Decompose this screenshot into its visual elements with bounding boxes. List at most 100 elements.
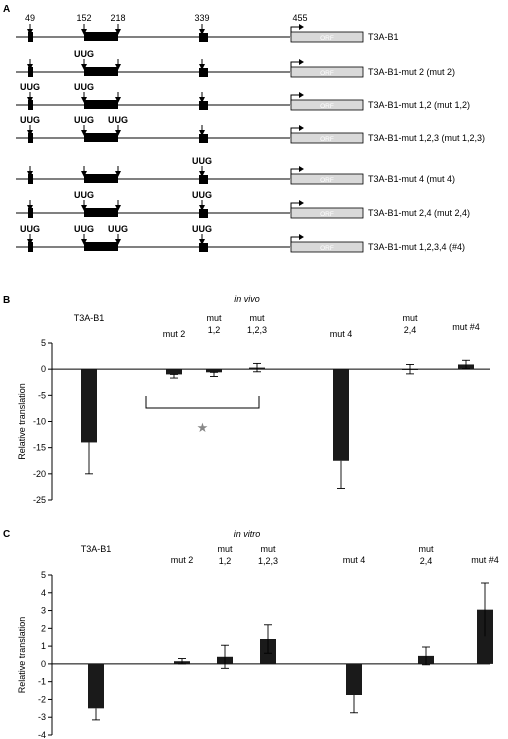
site-arrowhead bbox=[199, 239, 205, 245]
site-arrowhead bbox=[199, 97, 205, 103]
orf-label: ORF bbox=[320, 136, 334, 143]
site-arrowhead bbox=[199, 29, 205, 35]
site-arrowhead bbox=[115, 171, 121, 177]
site-arrowhead bbox=[199, 205, 205, 211]
exon-2 bbox=[84, 133, 118, 142]
chart-title: in vivo bbox=[234, 294, 260, 304]
mutation-label-uug: UUG bbox=[74, 115, 94, 125]
tss-arrowhead bbox=[299, 200, 304, 206]
tss-arrowhead bbox=[299, 92, 304, 98]
site-arrowhead bbox=[81, 64, 87, 70]
construct-row: UUG ORF T3A-B1-mut 2 (mut 2) bbox=[16, 49, 455, 78]
exon-2 bbox=[84, 208, 118, 217]
y-tick-label: 3 bbox=[41, 606, 46, 616]
exon-1 bbox=[28, 67, 33, 77]
tss-arrowhead bbox=[299, 59, 304, 65]
orf-label: ORF bbox=[320, 103, 334, 110]
exon-3 bbox=[199, 101, 208, 110]
construct-row: UUG UUG UUG ORF T3A-B1-mut 1,2,3 (mut 1,2,3) bbox=[16, 115, 485, 144]
mutation-label-uug: UUG bbox=[20, 224, 40, 234]
bar bbox=[477, 609, 493, 664]
exon-1 bbox=[28, 242, 33, 252]
construct-name: T3A-B1-mut 1,2 (mut 1,2) bbox=[368, 100, 470, 110]
exon-2 bbox=[84, 100, 118, 109]
mutation-label-uug: UUG bbox=[74, 190, 94, 200]
tss-arrowhead bbox=[299, 234, 304, 240]
mutation-label-uug: UUG bbox=[74, 82, 94, 92]
construct-row: UUG UUG ORF T3A-B1-mut 2,4 (mut 2,4) bbox=[16, 190, 470, 219]
mutation-label-uug: UUG bbox=[192, 156, 212, 166]
site-arrowhead bbox=[115, 97, 121, 103]
orf-label: ORF bbox=[320, 70, 334, 77]
category-label: 1,2,3 bbox=[258, 556, 278, 566]
mutation-label-uug: UUG bbox=[192, 224, 212, 234]
y-tick-label: -15 bbox=[33, 443, 46, 453]
exon-1 bbox=[28, 174, 33, 184]
site-arrowhead bbox=[81, 205, 87, 211]
tss-arrowhead bbox=[299, 24, 304, 30]
site-arrowhead bbox=[27, 29, 33, 35]
tss-arrowhead bbox=[299, 125, 304, 131]
construct-name: T3A-B1-mut 2 (mut 2) bbox=[368, 67, 455, 77]
construct-map-panel: A 49 152 218 339 455 ORF T3A-B1 UUG ORF T3A-B1-mut… bbox=[3, 4, 485, 253]
site-arrowhead bbox=[115, 239, 121, 245]
orf-box bbox=[290, 241, 364, 253]
site-arrowhead bbox=[199, 130, 205, 136]
exon-3 bbox=[199, 68, 208, 77]
y-axis-label: Relative translation bbox=[17, 617, 27, 694]
site-arrowhead bbox=[115, 29, 121, 35]
y-tick-label: -2 bbox=[38, 694, 46, 704]
site-arrowhead bbox=[27, 97, 33, 103]
construct-name: T3A-B1-mut 4 (mut 4) bbox=[368, 174, 455, 184]
construct-name: T3A-B1 bbox=[368, 32, 399, 42]
category-label: mut #4 bbox=[452, 322, 480, 332]
position-label-455: 455 bbox=[292, 13, 307, 23]
exon-1 bbox=[28, 32, 33, 42]
significance-star: ★ bbox=[197, 420, 209, 435]
exon-2 bbox=[84, 242, 118, 251]
mutation-label-uug: UUG bbox=[74, 49, 94, 59]
tss-arrowhead bbox=[299, 166, 304, 172]
y-tick-label: 0 bbox=[41, 364, 46, 374]
position-label-218: 218 bbox=[110, 13, 125, 23]
site-arrowhead bbox=[27, 130, 33, 136]
bar bbox=[206, 369, 222, 373]
orf-label: ORF bbox=[320, 211, 334, 218]
site-arrowhead bbox=[115, 205, 121, 211]
site-arrowhead bbox=[27, 64, 33, 70]
panel-letter-a: A bbox=[3, 4, 10, 15]
site-arrowhead bbox=[81, 239, 87, 245]
exon-3 bbox=[199, 33, 208, 42]
category-label: mut #4 bbox=[471, 555, 499, 565]
site-arrowhead bbox=[199, 171, 205, 177]
significance-bracket bbox=[145, 396, 260, 409]
y-tick-label: 5 bbox=[41, 570, 46, 580]
y-tick-label: -25 bbox=[33, 495, 46, 505]
position-label-152: 152 bbox=[76, 13, 91, 23]
y-tick-label: 1 bbox=[41, 641, 46, 651]
orf-label: ORF bbox=[320, 245, 334, 252]
position-label-339: 339 bbox=[194, 13, 209, 23]
construct-row: UUG ORF T3A-B1-mut 4 (mut 4) bbox=[16, 156, 455, 185]
exon-2 bbox=[84, 174, 118, 183]
construct-name: T3A-B1-mut 2,4 (mut 2,4) bbox=[368, 208, 470, 218]
y-tick-label: 4 bbox=[41, 588, 46, 598]
construct-row: UUG UUG UUG UUG ORF T3A-B1-mut 1,2,3,4 (#4) bbox=[16, 224, 465, 253]
orf-label: ORF bbox=[320, 35, 334, 42]
category-label: 2,4 bbox=[420, 556, 433, 566]
exon-3 bbox=[199, 243, 208, 252]
y-tick-label: 2 bbox=[41, 623, 46, 633]
exon-2 bbox=[84, 32, 118, 41]
mutation-label-uug: UUG bbox=[192, 190, 212, 200]
position-label-49: 49 bbox=[25, 13, 35, 23]
mutation-label-uug: UUG bbox=[74, 224, 94, 234]
y-tick-label: 5 bbox=[41, 338, 46, 348]
mutation-label-uug: UUG bbox=[108, 115, 128, 125]
construct-name: T3A-B1-mut 1,2,3 (mut 1,2,3) bbox=[368, 133, 485, 143]
category-label: mut 2 bbox=[171, 555, 194, 565]
bar bbox=[166, 369, 182, 375]
bar bbox=[81, 369, 97, 443]
exon-1 bbox=[28, 133, 33, 143]
